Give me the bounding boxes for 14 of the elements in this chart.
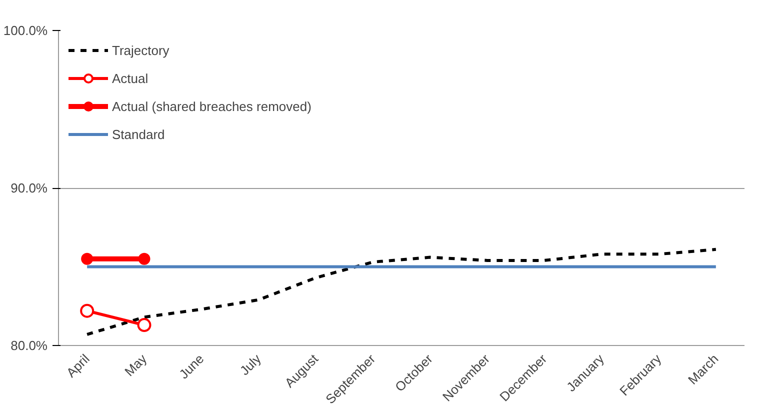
x-tick-label: May	[122, 350, 150, 380]
x-tick-label: July	[236, 350, 264, 378]
legend-label: Actual	[112, 70, 148, 86]
point	[137, 318, 152, 332]
legend-label: Standard	[112, 126, 165, 142]
legend-label: Actual (shared breaches removed)	[112, 98, 312, 114]
legend-label: Trajectory	[112, 42, 170, 58]
y-tick-label: 100.0%	[3, 23, 48, 38]
line-series	[86, 248, 718, 336]
point	[138, 252, 150, 265]
point	[81, 252, 94, 265]
y-tick-label: 80.0%	[10, 338, 48, 353]
point	[80, 304, 94, 318]
y-tick-label: 90.0%	[10, 180, 48, 196]
